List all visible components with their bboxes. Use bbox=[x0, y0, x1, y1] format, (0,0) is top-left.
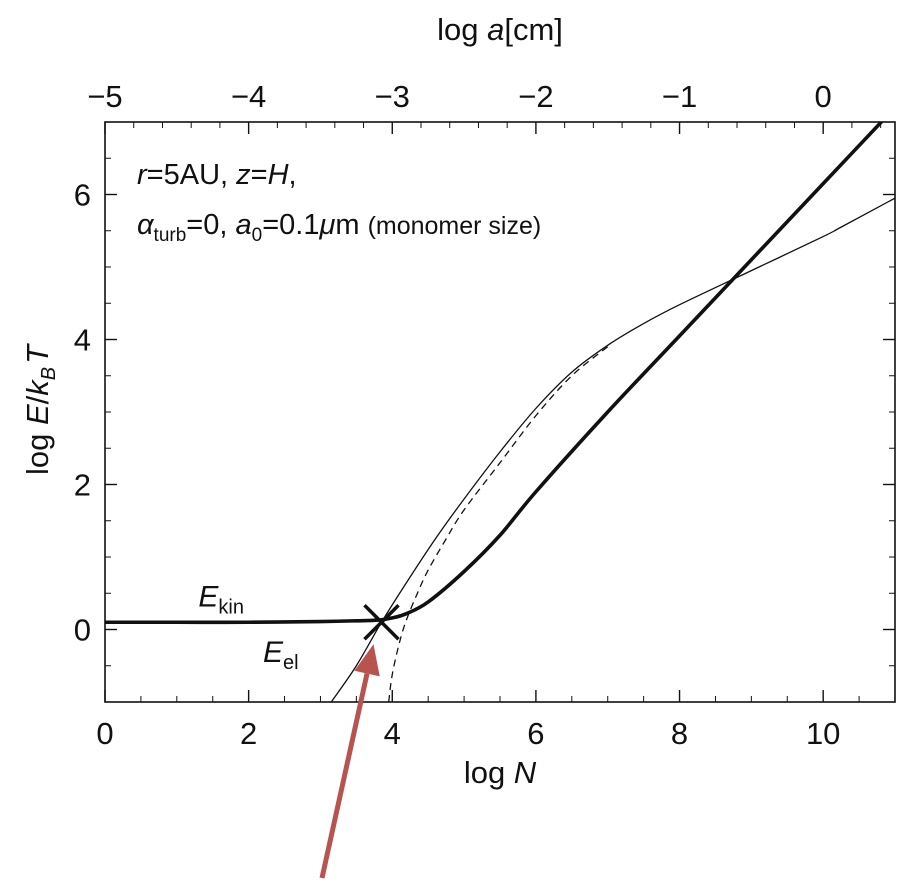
anno-z: z bbox=[235, 159, 251, 191]
anno-comma: , bbox=[289, 159, 297, 191]
pointer-arrow bbox=[319, 644, 380, 879]
anno-r-val: =5AU, bbox=[147, 159, 236, 191]
x-axis-title: log N bbox=[464, 755, 537, 790]
y-axis-title-log: log bbox=[20, 425, 55, 475]
top-tick-label: −1 bbox=[662, 79, 697, 114]
top-axis-title-a: a bbox=[487, 12, 504, 47]
y-tick-label: 0 bbox=[74, 613, 91, 648]
annotation-note: (monomer size) bbox=[368, 212, 542, 240]
top-axis-title-unit: [cm] bbox=[504, 12, 563, 47]
crossing-marker bbox=[363, 604, 400, 641]
ekin-sub: kin bbox=[218, 596, 244, 618]
eel-main: E bbox=[263, 636, 284, 669]
curves bbox=[105, 122, 895, 702]
x-tick-label: 8 bbox=[671, 716, 688, 751]
top-tick-label: −4 bbox=[231, 79, 266, 114]
eel-sub: el bbox=[283, 652, 299, 674]
y-axis-title-slash: / bbox=[20, 395, 55, 404]
x-tick-label: 4 bbox=[384, 716, 401, 751]
anno-turb: turb bbox=[154, 225, 187, 246]
top-tick-label: −3 bbox=[375, 79, 410, 114]
top-tick-label: −5 bbox=[87, 79, 122, 114]
series-line-eel bbox=[330, 197, 895, 702]
top-axis-title-log: log bbox=[437, 12, 487, 47]
anno-eq: = bbox=[251, 159, 268, 191]
x-tick-label: 10 bbox=[806, 716, 840, 751]
anno-alpha-val: =0, bbox=[186, 209, 235, 241]
series-line-dashed bbox=[388, 346, 609, 702]
y-axis-title-e: E bbox=[20, 404, 55, 425]
anno-a0-val: =0.1 bbox=[262, 209, 319, 241]
x-tick-label: 0 bbox=[96, 716, 113, 751]
y-axis-title-k: k bbox=[20, 379, 55, 396]
plot-frame bbox=[104, 121, 896, 703]
series-label-ekin: Ekin bbox=[198, 580, 244, 618]
anno-mu: μ bbox=[318, 209, 335, 241]
arrow-head bbox=[354, 644, 380, 677]
cross-stroke-2 bbox=[363, 604, 400, 641]
anno-a0-sub: 0 bbox=[252, 225, 263, 246]
x-tick-label: 2 bbox=[240, 716, 257, 751]
anno-a: a bbox=[235, 209, 251, 241]
y-tick-label: 6 bbox=[74, 178, 91, 213]
y-axis-title-t: T bbox=[20, 343, 55, 364]
annotation-line-1: r=5AU, z=H, bbox=[137, 159, 297, 191]
arrow-shaft bbox=[319, 673, 370, 879]
top-tick-label: 0 bbox=[815, 79, 832, 114]
anno-r: r bbox=[137, 159, 148, 191]
top-axis-title: log a[cm] bbox=[437, 12, 563, 47]
x-axis-title-log: log bbox=[464, 755, 514, 790]
top-tick-label: −2 bbox=[518, 79, 553, 114]
annotation-line-2: αturb=0, a0=0.1μm (monomer size) bbox=[137, 209, 541, 246]
series-label-eel: Eel bbox=[263, 636, 299, 674]
anno-m: m bbox=[335, 209, 367, 241]
y-tick-label: 2 bbox=[74, 468, 91, 503]
anno-alpha: α bbox=[137, 209, 155, 241]
y-tick-label: 4 bbox=[74, 323, 91, 358]
y-axis-title: log E/kBT bbox=[20, 343, 60, 475]
y-axis-title-b: B bbox=[38, 367, 60, 380]
anno-h: H bbox=[268, 159, 289, 191]
x-tick-label: 6 bbox=[527, 716, 544, 751]
ekin-main: E bbox=[198, 580, 219, 613]
x-axis-title-n: N bbox=[514, 755, 537, 790]
